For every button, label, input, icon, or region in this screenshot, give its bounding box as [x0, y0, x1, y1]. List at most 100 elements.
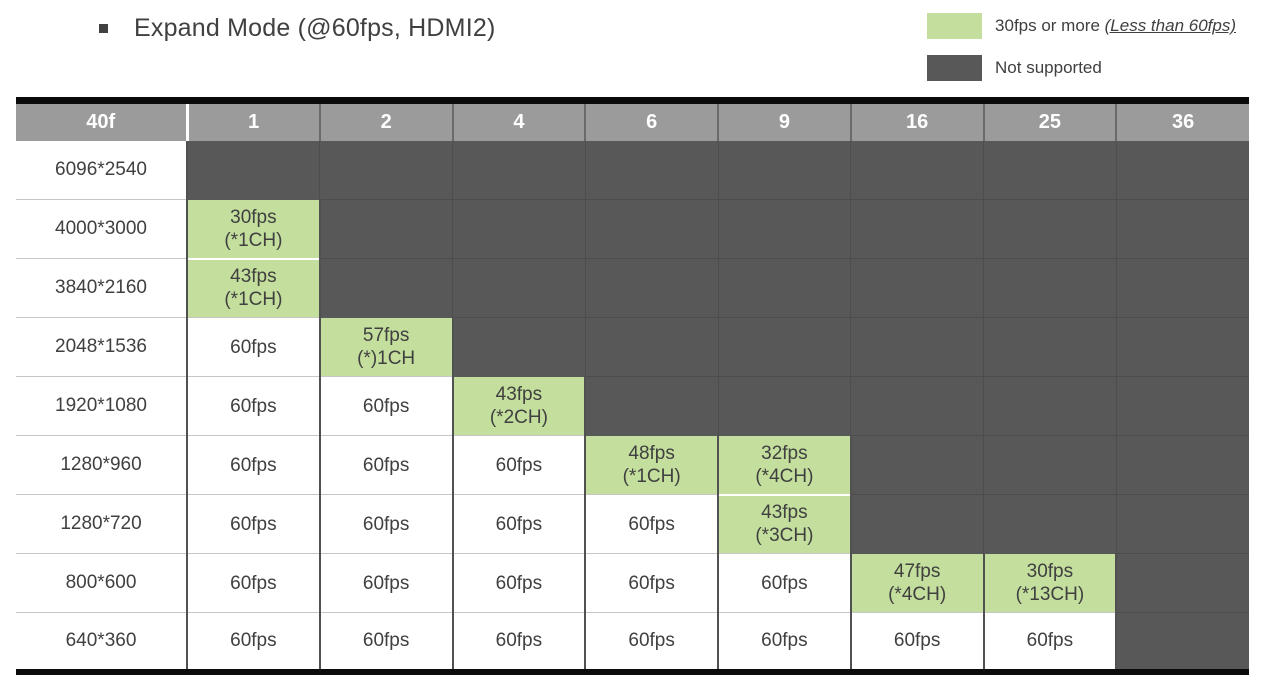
- legend-label-supported-emphasis: (Less than 60fps): [1104, 16, 1236, 35]
- cell-not-supported: [585, 317, 719, 377]
- cell-fps: 60fps: [319, 553, 454, 613]
- legend-label-supported: 30fps or more (Less than 60fps): [995, 16, 1236, 36]
- cell-not-supported: [319, 199, 453, 259]
- cell-not-supported: [452, 317, 586, 377]
- cell-fps: 60fps: [319, 376, 454, 436]
- row-label: 2048*1536: [16, 317, 188, 377]
- table-row: 1280*720 60fps 60fps 60fps 60fps 43fps (*3CH): [16, 493, 1249, 554]
- cell-not-supported: [187, 140, 321, 200]
- column-header: 25: [983, 100, 1118, 141]
- cell-fps: 47fps (*4CH): [850, 553, 985, 613]
- cell-fps: 60fps: [585, 553, 719, 613]
- legend-label-supported-text: 30fps or more: [995, 16, 1105, 35]
- cell-not-supported: [718, 376, 852, 436]
- cell-fps: 60fps: [585, 494, 719, 554]
- cell-fps: 32fps (*4CH): [718, 435, 852, 495]
- table-row: 3840*2160 43fps (*1CH): [16, 257, 1249, 318]
- legend-item-supported: 30fps or more (Less than 60fps): [927, 13, 1236, 39]
- cell-not-supported: [983, 435, 1117, 495]
- cell-not-supported: [319, 258, 453, 318]
- cell-not-supported: [850, 199, 984, 259]
- cell-not-supported: [1116, 317, 1249, 377]
- row-label: 1280*960: [16, 435, 188, 495]
- cell-not-supported: [1116, 494, 1249, 554]
- cell-not-supported: [1116, 612, 1249, 672]
- row-label: 4000*3000: [16, 199, 188, 259]
- cell-not-supported: [585, 376, 719, 436]
- row-label: 3840*2160: [16, 258, 188, 318]
- cell-not-supported: [983, 199, 1117, 259]
- cell-fps: 43fps (*3CH): [718, 493, 852, 554]
- cell-fps: 48fps (*1CH): [585, 435, 719, 495]
- cell-not-supported: [452, 258, 586, 318]
- cell-not-supported: [718, 199, 852, 259]
- cell-fps: 60fps: [187, 553, 321, 613]
- cell-not-supported: [983, 494, 1117, 554]
- cell-fps: 60fps: [452, 435, 587, 495]
- column-header: 1: [187, 100, 321, 141]
- cell-fps: 60fps: [983, 612, 1118, 672]
- cell-not-supported: [585, 258, 719, 318]
- legend-item-not-supported: Not supported: [927, 55, 1236, 81]
- cell-not-supported: [1116, 140, 1249, 200]
- page-title: Expand Mode (@60fps, HDMI2): [99, 14, 495, 43]
- cell-not-supported: [1116, 199, 1249, 259]
- table-row: 640*360 60fps 60fps 60fps 60fps 60fps 60fps 60f…: [16, 612, 1249, 672]
- fps-table-body: 6096*2540 4000*3000 30fps (*1CH) 3840*2160 43…: [16, 140, 1249, 672]
- cell-fps: 60fps: [718, 553, 852, 613]
- cell-not-supported: [983, 376, 1117, 436]
- cell-fps: 60fps: [319, 435, 454, 495]
- legend-swatch-dark: [927, 55, 983, 81]
- cell-not-supported: [452, 140, 586, 200]
- cell-not-supported: [718, 140, 852, 200]
- cell-not-supported: [850, 317, 984, 377]
- column-header: 36: [1116, 100, 1249, 141]
- cell-fps: 60fps: [718, 612, 852, 672]
- cell-fps: 30fps (*1CH): [187, 199, 321, 259]
- corner-header: 40f: [16, 100, 189, 141]
- cell-not-supported: [718, 317, 852, 377]
- cell-fps: 60fps: [850, 612, 985, 672]
- title-text: Expand Mode (@60fps, HDMI2): [134, 14, 496, 42]
- cell-fps: 57fps (*)1CH: [319, 317, 454, 377]
- legend: 30fps or more (Less than 60fps) Not supp…: [927, 13, 1236, 81]
- bullet-square-icon: [99, 24, 108, 33]
- column-header: 16: [850, 100, 985, 141]
- cell-fps: 60fps: [319, 612, 454, 672]
- fps-table-header: 40f 1 2 4 6 9 16 25 36: [16, 100, 1249, 141]
- table-row: 1280*960 60fps 60fps 60fps 48fps (*1CH) 32fps(…: [16, 435, 1249, 495]
- cell-not-supported: [1116, 553, 1249, 613]
- row-label: 1920*1080: [16, 376, 188, 436]
- row-label: 6096*2540: [16, 140, 188, 200]
- cell-not-supported: [850, 376, 984, 436]
- cell-not-supported: [452, 199, 586, 259]
- cell-not-supported: [850, 258, 984, 318]
- legend-label-not-supported: Not supported: [995, 58, 1102, 77]
- column-header: 4: [452, 100, 587, 141]
- cell-not-supported: [1116, 258, 1249, 318]
- cell-not-supported: [1116, 435, 1249, 495]
- cell-not-supported: [850, 435, 984, 495]
- cell-not-supported: [1116, 376, 1249, 436]
- cell-not-supported: [850, 494, 984, 554]
- table-row: 4000*3000 30fps (*1CH): [16, 199, 1249, 259]
- cell-fps: 60fps: [187, 435, 321, 495]
- cell-not-supported: [983, 317, 1117, 377]
- cell-fps: 60fps: [187, 612, 321, 672]
- cell-fps: 60fps: [585, 612, 719, 672]
- table-row: 2048*1536 60fps 57fps (*)1CH: [16, 317, 1249, 377]
- cell-fps: 60fps: [187, 494, 321, 554]
- cell-not-supported: [983, 140, 1117, 200]
- cell-fps: 60fps: [452, 612, 587, 672]
- cell-not-supported: [983, 258, 1117, 318]
- cell-fps: 60fps: [452, 553, 587, 613]
- cell-fps: 60fps: [319, 494, 454, 554]
- column-header: 9: [718, 100, 852, 141]
- table-row: 800*600 60fps 60fps 60fps 60fps 60fps 47fps (*4…: [16, 553, 1249, 613]
- fps-table: 40f 1 2 4 6 9 16 25 36 6096*2540 4000*3000 30fps(…: [16, 97, 1249, 675]
- cell-not-supported: [585, 140, 719, 200]
- column-header: 2: [319, 100, 454, 141]
- legend-swatch-green: [927, 13, 983, 39]
- header-row: 40f 1 2 4 6 9 16 25 36: [16, 100, 1249, 141]
